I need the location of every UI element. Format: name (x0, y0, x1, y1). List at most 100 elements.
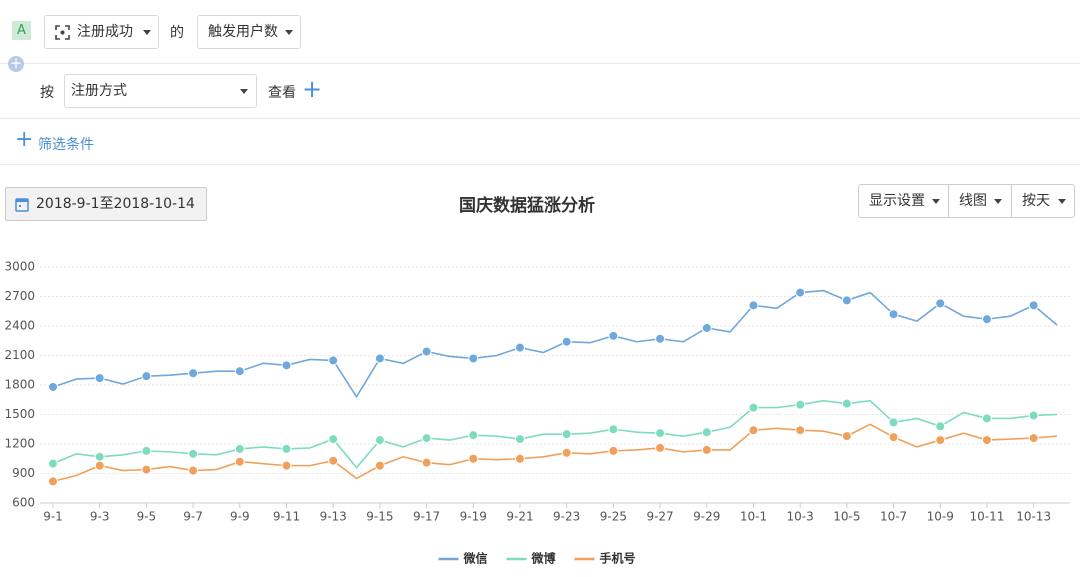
data-point (48, 476, 58, 487)
data-point (374, 353, 385, 364)
y-tick-label: 2400 (4, 319, 35, 333)
chart-type[interactable]: 线图 (949, 185, 1012, 217)
x-tick-label: 9-21 (506, 510, 533, 524)
data-point (281, 443, 292, 454)
chart-title: 国庆数据猛涨分析 (459, 196, 595, 216)
data-point (795, 287, 806, 298)
y-tick-label: 2100 (4, 348, 35, 362)
data-point (748, 402, 759, 413)
date-range-label: 2018-9-1至2018-10-14 (36, 196, 195, 212)
data-point (701, 322, 712, 333)
data-point (1028, 410, 1039, 421)
date-range[interactable]: 2018-9-1至2018-10-14 (5, 187, 207, 221)
data-point (561, 429, 572, 440)
data-point (94, 373, 105, 384)
x-tick-label: 9-15 (366, 510, 393, 524)
interval-label: 按天 (1022, 193, 1050, 209)
x-tick-label: 9-23 (553, 510, 580, 524)
data-point (468, 453, 479, 464)
data-point (888, 309, 899, 320)
x-tick-label: 10-1 (740, 510, 767, 524)
chart-type-label: 线图 (959, 193, 987, 209)
event-select[interactable]: 注册成功 (44, 15, 159, 49)
series-line (52, 289, 1058, 399)
data-point (374, 460, 385, 471)
data-point (561, 447, 572, 458)
series-line (52, 399, 1058, 469)
add-filter[interactable]: 筛选条件 (38, 137, 94, 153)
x-tick-label: 9-17 (413, 510, 440, 524)
view-label: 查看 (268, 85, 296, 101)
group-row: 按 注册方式 查看 + (0, 64, 1080, 119)
data-point (234, 456, 245, 467)
x-tick-label: 9-11 (273, 510, 300, 524)
add-group[interactable]: + (302, 75, 323, 103)
of-label: 的 (170, 25, 184, 41)
data-point (841, 398, 852, 409)
data-point (981, 314, 992, 325)
series-badge: A (12, 21, 31, 40)
data-point (468, 353, 479, 364)
data-point (1028, 433, 1039, 444)
data-point (421, 457, 432, 468)
calendar-icon (15, 198, 29, 212)
display-settings-label: 显示设置 (869, 193, 925, 209)
by-label: 按 (40, 85, 54, 101)
x-tick-label: 9-5 (137, 510, 157, 524)
data-point (748, 425, 759, 436)
caret (994, 199, 1002, 204)
data-point (655, 442, 666, 453)
x-tick-label: 10-9 (927, 510, 954, 524)
x-tick-label: 10-7 (880, 510, 907, 524)
event-icon (55, 25, 70, 40)
group-select[interactable]: 注册方式 (64, 74, 257, 108)
measure-label: 触发用户数 (208, 24, 278, 40)
data-point (888, 417, 899, 428)
caret (285, 30, 293, 35)
x-tick-label: 9-1 (43, 510, 63, 524)
x-tick-label: 10-3 (787, 510, 814, 524)
data-point (141, 464, 152, 475)
data-point (608, 445, 619, 456)
add-metric[interactable]: + (8, 54, 24, 72)
legend-label: 手机号 (600, 551, 636, 566)
data-point (701, 427, 712, 438)
x-tick-label: 9-27 (646, 510, 673, 524)
x-tick-label: 10-11 (970, 510, 1005, 524)
x-tick-label: 9-9 (230, 510, 250, 524)
data-point (748, 300, 759, 311)
caret (240, 89, 248, 94)
data-point (981, 413, 992, 424)
x-tick-label: 9-13 (320, 510, 347, 524)
y-tick-label: 2700 (4, 289, 35, 303)
caret (932, 199, 940, 204)
data-point (981, 435, 992, 446)
metric-row: A 注册成功 的 触发用户数 (0, 0, 1080, 64)
data-point (234, 366, 245, 377)
data-point (935, 298, 946, 309)
x-tick-label: 9-3 (90, 510, 110, 524)
chart-controls: 显示设置 线图 按天 (858, 184, 1075, 218)
legend-label: 微信 (463, 551, 488, 566)
data-point (841, 431, 852, 442)
interval[interactable]: 按天 (1012, 185, 1074, 217)
group-label: 注册方式 (71, 83, 127, 99)
data-point (701, 444, 712, 455)
data-point (468, 430, 479, 441)
y-tick-label: 3000 (4, 260, 35, 274)
data-point (655, 333, 666, 344)
data-point (94, 451, 105, 462)
caret (1058, 199, 1066, 204)
y-tick-label: 900 (12, 466, 35, 480)
x-tick-label: 9-19 (460, 510, 487, 524)
display-settings[interactable]: 显示设置 (859, 185, 949, 217)
measure-select[interactable]: 触发用户数 (197, 15, 301, 49)
caret (143, 30, 151, 35)
y-tick-label: 600 (12, 496, 35, 510)
y-tick-label: 1200 (4, 437, 35, 451)
data-point (141, 371, 152, 382)
data-point (281, 460, 292, 471)
data-point (328, 355, 339, 366)
